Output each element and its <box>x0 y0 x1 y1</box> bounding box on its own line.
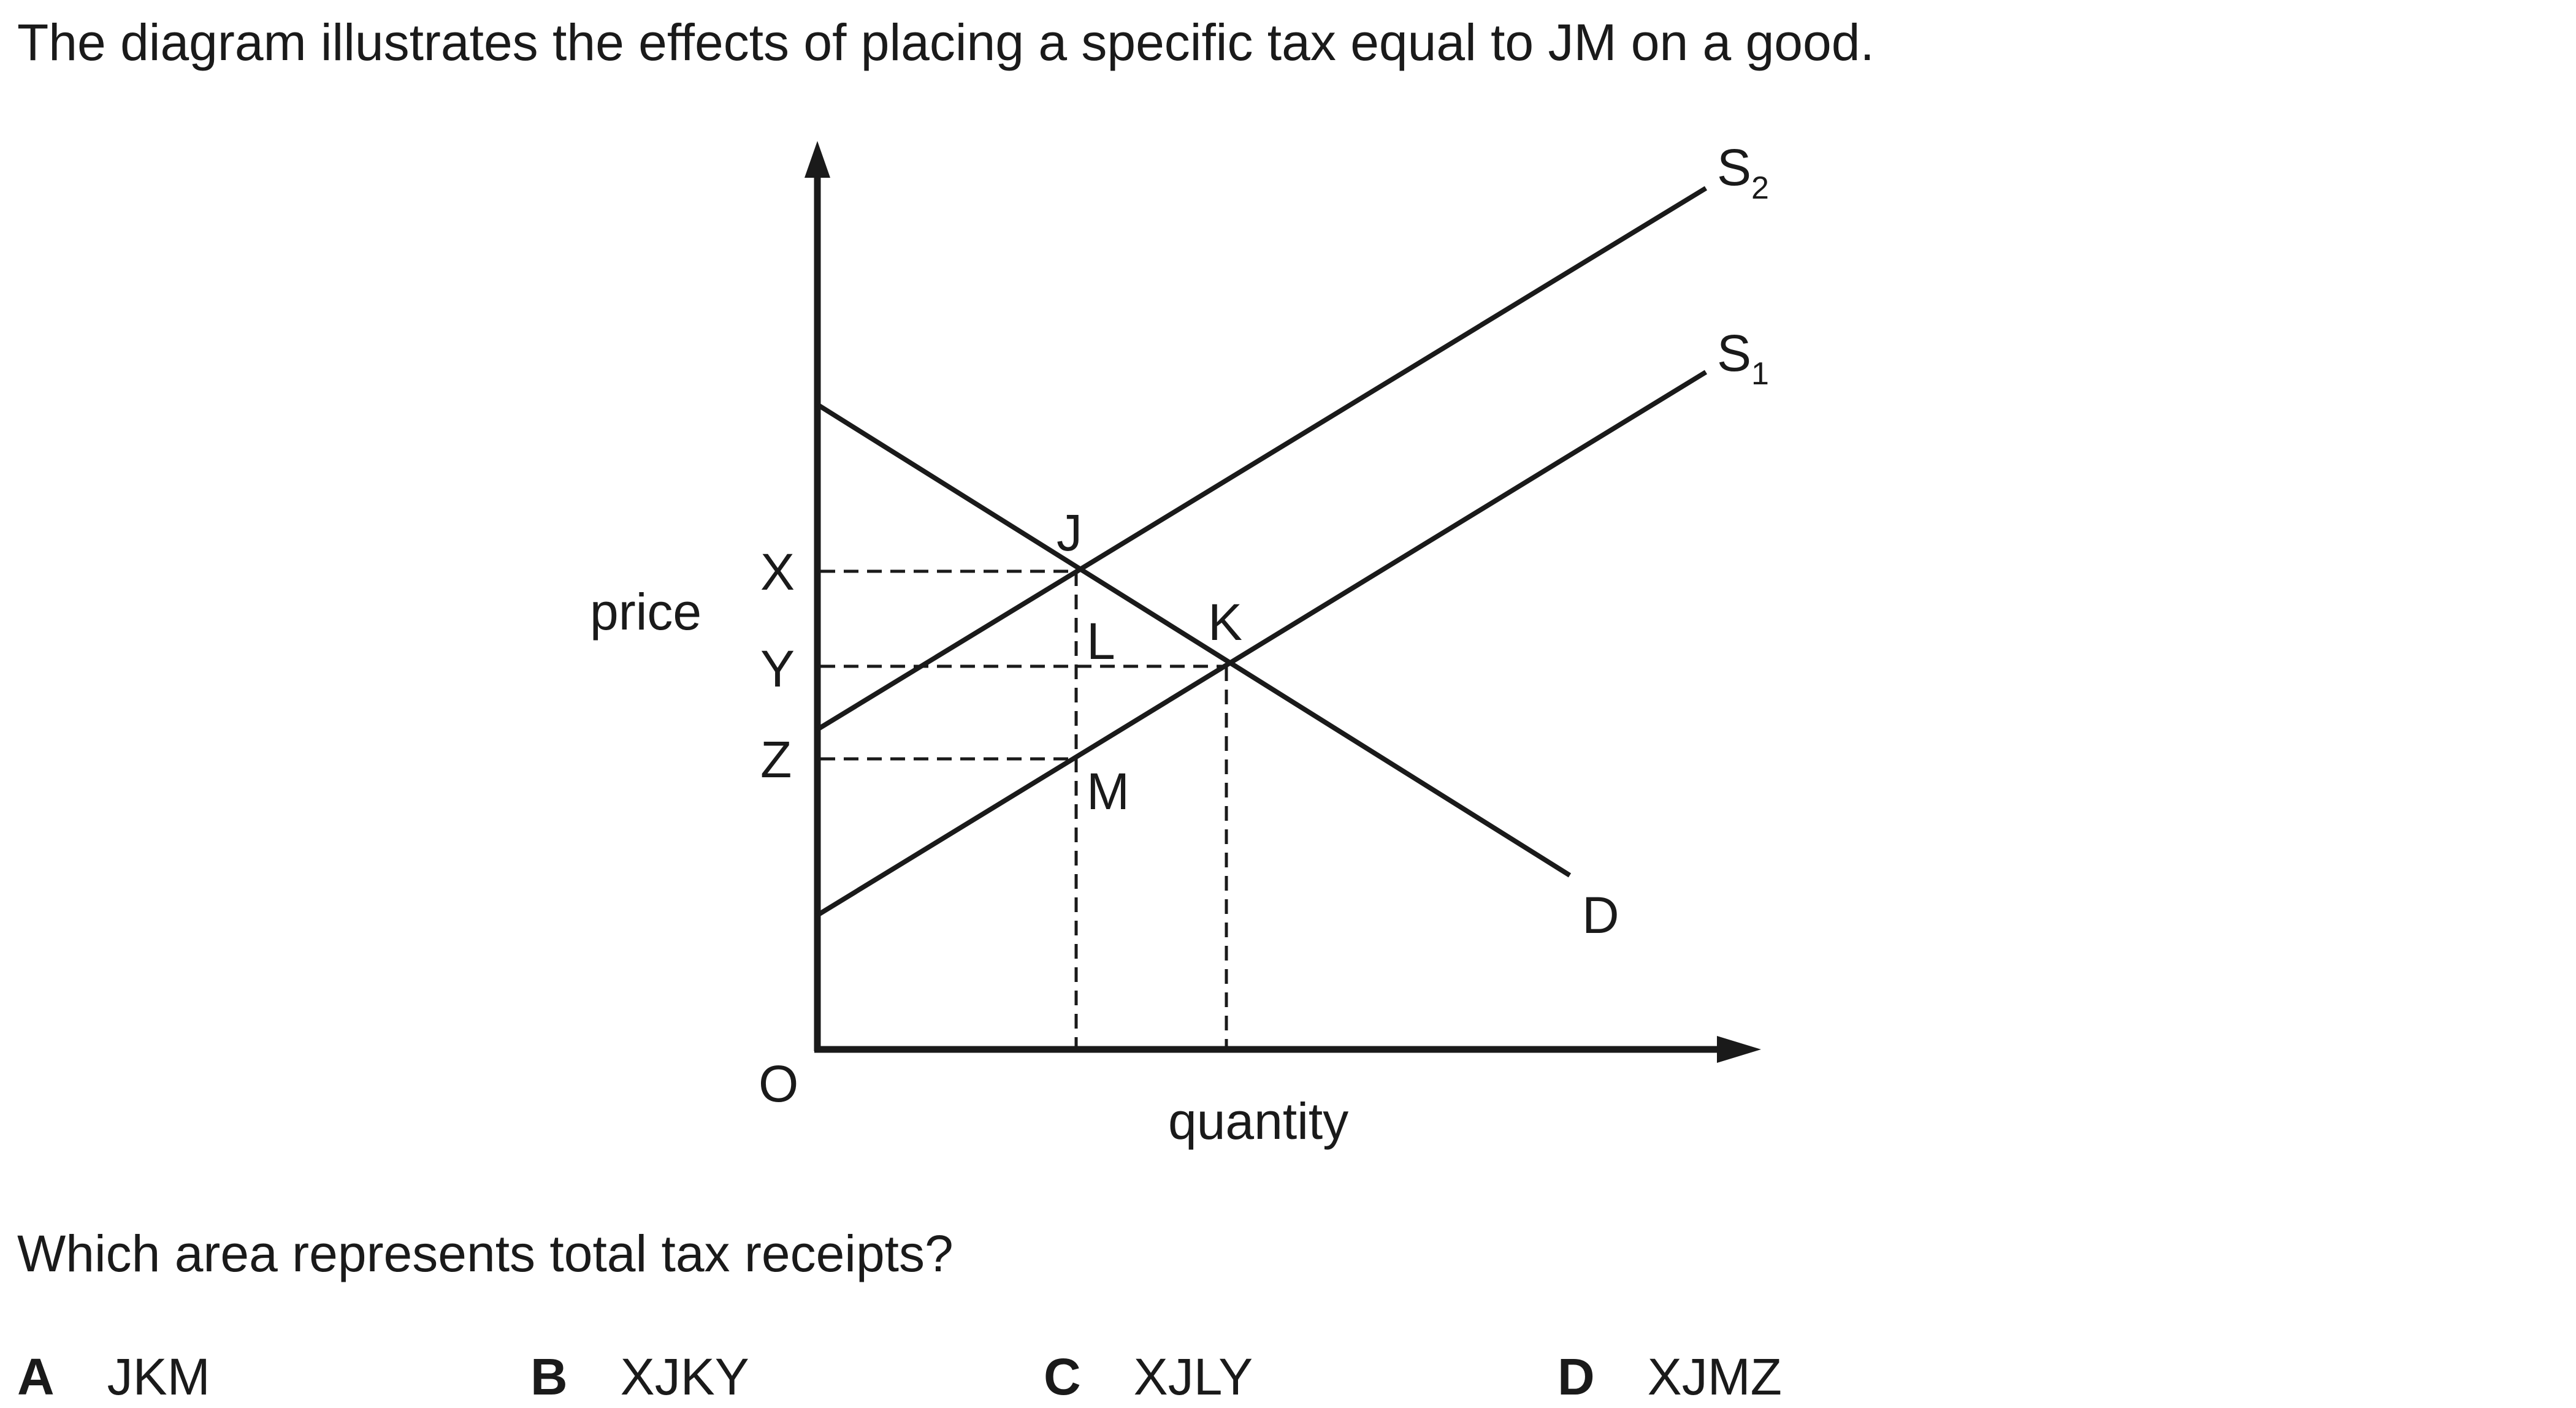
option-letter: D <box>1557 1348 1595 1406</box>
price-axis-label: price <box>590 583 701 641</box>
option-text: XJMZ <box>1647 1348 1782 1406</box>
demand-curve <box>816 402 1572 878</box>
answer-option-a[interactable]: A JKM <box>17 1346 210 1407</box>
point-label-k: K <box>1208 593 1242 651</box>
answer-option-b[interactable]: B XJKY <box>530 1346 749 1407</box>
answer-option-c[interactable]: C XJLY <box>1044 1346 1253 1407</box>
price-axis-arrow <box>805 141 830 178</box>
price-label-y: Y <box>760 640 795 698</box>
option-letter: C <box>1044 1348 1081 1406</box>
curve-label-d: D <box>1582 886 1619 944</box>
origin-label: O <box>759 1055 798 1113</box>
option-text: XJLY <box>1133 1348 1253 1406</box>
quantity-axis-label: quantity <box>1168 1092 1348 1150</box>
point-label-j: J <box>1057 504 1082 561</box>
option-letter: B <box>530 1348 568 1406</box>
point-label-l: L <box>1087 612 1115 670</box>
question-intro: The diagram illustrates the effects of p… <box>17 13 1875 71</box>
option-letter: A <box>17 1348 55 1406</box>
quantity-axis-arrow <box>1717 1036 1761 1063</box>
price-label-z: Z <box>760 731 792 788</box>
option-text: JKM <box>107 1348 210 1406</box>
point-label-m: M <box>1087 763 1129 820</box>
curve-label-s1: S1 <box>1717 324 1769 392</box>
question-text: Which area represents total tax receipts… <box>17 1225 954 1282</box>
curve-label-s2: S2 <box>1717 139 1769 206</box>
option-text: XJKY <box>620 1348 749 1406</box>
supply-curve-s1 <box>816 370 1708 918</box>
supply-curve-s2 <box>816 186 1708 732</box>
price-label-x: X <box>760 543 795 601</box>
answer-option-d[interactable]: D XJMZ <box>1557 1346 1782 1407</box>
